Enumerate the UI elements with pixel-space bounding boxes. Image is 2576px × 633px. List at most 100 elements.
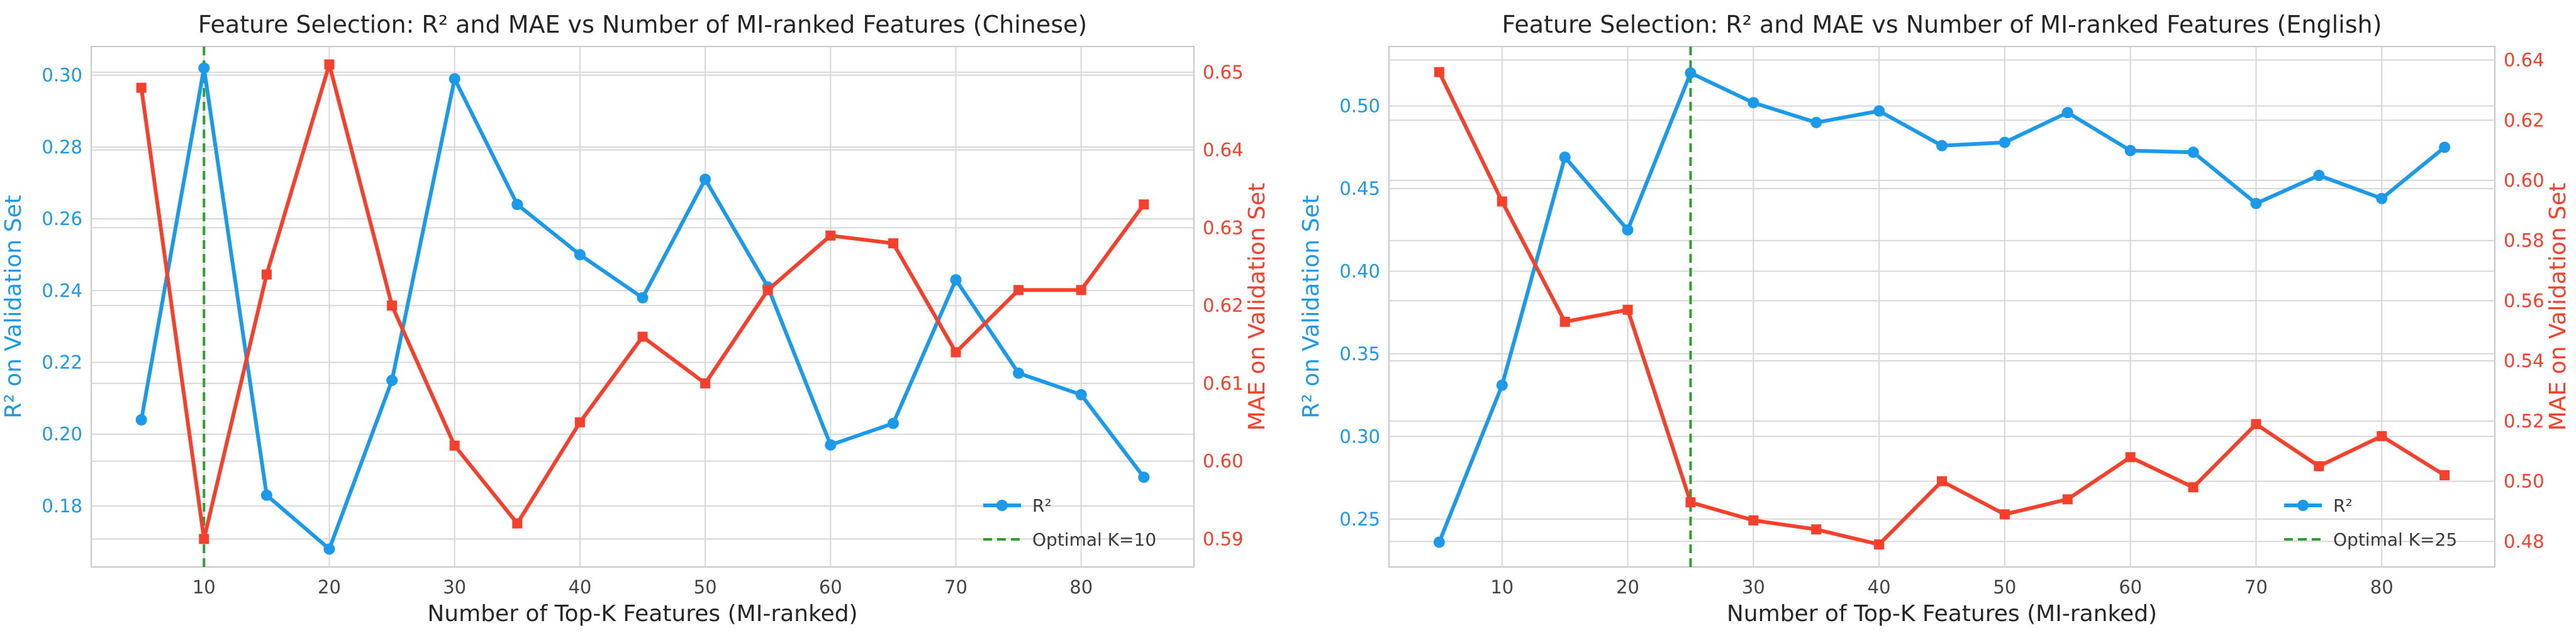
- legend-r2-marker: [996, 500, 1008, 511]
- y-tick-label-right: 0.62: [1203, 295, 1244, 316]
- mae-point: [825, 230, 836, 241]
- x-tick-label: 60: [2119, 576, 2142, 598]
- mae-point: [449, 440, 460, 451]
- y-tick-label-right: 0.60: [2504, 170, 2545, 191]
- mae-point: [1748, 515, 1759, 526]
- y-tick-label-right: 0.54: [2504, 350, 2545, 372]
- mae-point: [1139, 199, 1149, 210]
- r2-point: [2187, 146, 2199, 158]
- x-tick-label: 30: [1742, 576, 1765, 598]
- y-axis-label-left: R² on Validation Set: [1298, 195, 1324, 419]
- r2-point: [1622, 224, 1634, 236]
- chart-panel-1: 10 20 30 40 50 60 70 80 0.18 0.20 0.22 0.24 0.26 0.28…: [1, 11, 1270, 627]
- y-tick-label-right: 0.61: [1203, 373, 1244, 394]
- mae-point: [2188, 482, 2199, 493]
- r2-point: [2061, 107, 2073, 119]
- r2-point: [950, 274, 962, 286]
- chart-title: Feature Selection: R² and MAE vs Number …: [198, 11, 1088, 38]
- r2-point: [2124, 145, 2136, 157]
- mae-point: [512, 518, 523, 529]
- r2-point: [135, 414, 147, 426]
- r2-point: [1138, 471, 1150, 483]
- x-tick-label: 10: [192, 576, 216, 598]
- mae-point: [1559, 316, 1570, 327]
- x-tick-label: 10: [1490, 576, 1514, 598]
- x-axis-label: Number of Top-K Features (MI-ranked): [427, 601, 857, 627]
- r2-point: [1013, 367, 1025, 379]
- y-tick-label-left: 0.30: [1339, 426, 1380, 447]
- x-tick-label: 70: [2244, 576, 2268, 598]
- r2-point: [2250, 197, 2262, 209]
- chart-title: Feature Selection: R² and MAE vs Number …: [1502, 11, 2382, 38]
- r2-point: [1433, 536, 1445, 548]
- r2-point: [2313, 170, 2325, 182]
- y-tick-label-right: 0.60: [1203, 451, 1244, 472]
- y-tick-label-right: 0.63: [1203, 217, 1244, 238]
- mae-point: [1497, 196, 1507, 207]
- plot-area: [91, 46, 1195, 568]
- r2-point: [637, 292, 649, 304]
- y-tick-label-left: 0.18: [42, 495, 82, 517]
- mae-point: [1013, 285, 1024, 295]
- mae-point: [2377, 431, 2387, 441]
- mae-point: [2314, 461, 2324, 471]
- r2-point: [574, 249, 586, 261]
- x-tick-label: 50: [694, 576, 717, 598]
- mae-point: [2251, 419, 2261, 429]
- y-tick-label-right: 0.58: [2504, 230, 2545, 251]
- y-tick-label-left: 0.20: [42, 424, 82, 445]
- mae-point: [1685, 497, 1696, 508]
- r2-point: [1999, 136, 2010, 148]
- y-axis-label-right: MAE on Validation Set: [1244, 183, 1270, 431]
- x-tick-label: 40: [568, 576, 591, 598]
- mae-point: [637, 331, 648, 342]
- legend-entry-optimal: Optimal K=10: [1032, 529, 1156, 550]
- r2-point: [386, 375, 398, 387]
- mae-point: [199, 534, 209, 544]
- y-tick-label-left: 0.30: [42, 65, 82, 86]
- y-tick-label-left: 0.25: [1339, 509, 1380, 530]
- r2-point: [511, 199, 523, 211]
- y-axis-label-left: R² on Validation Set: [1, 195, 26, 419]
- mae-point: [888, 238, 898, 249]
- y-tick-label-right: 0.56: [2504, 290, 2545, 311]
- r2-point: [323, 543, 335, 555]
- mae-point: [261, 269, 272, 280]
- y-tick-label-left: 0.28: [42, 136, 82, 158]
- y-tick-label-right: 0.64: [2504, 50, 2545, 71]
- y-tick-label-right: 0.48: [2504, 531, 2545, 552]
- mae-point: [2062, 494, 2073, 505]
- x-tick-label: 80: [1069, 576, 1093, 598]
- legend: R² Optimal K=10: [983, 495, 1156, 550]
- y-tick-label-left: 0.22: [42, 352, 82, 373]
- x-tick-label: 60: [819, 576, 842, 598]
- r2-point: [2439, 141, 2451, 153]
- y-tick-label-left: 0.35: [1339, 343, 1380, 365]
- y-tick-label-left: 0.26: [42, 208, 82, 229]
- x-tick-label: 30: [443, 576, 466, 598]
- legend-r2-marker: [2297, 500, 2309, 511]
- r2-point: [1873, 105, 1885, 117]
- y-tick-label-left: 0.40: [1339, 260, 1380, 282]
- r2-point: [825, 439, 837, 451]
- r2-point: [260, 489, 272, 501]
- mae-point: [700, 378, 711, 388]
- r2-point: [1936, 140, 1948, 151]
- mae-point: [1937, 476, 1947, 487]
- mae-point: [2439, 470, 2450, 481]
- r2-point: [700, 173, 711, 185]
- y-tick-label-left: 0.45: [1339, 178, 1380, 199]
- r2-point: [449, 73, 460, 85]
- y-axis-label-right: MAE on Validation Set: [2545, 183, 2571, 431]
- r2-point: [198, 62, 210, 74]
- legend: R² Optimal K=25: [2284, 495, 2457, 550]
- mae-point: [1076, 285, 1086, 295]
- mae-point: [574, 417, 585, 427]
- r2-point: [887, 417, 899, 429]
- legend-entry-r2: R²: [2333, 495, 2353, 516]
- mae-point: [324, 59, 335, 70]
- mae-point: [2125, 452, 2136, 463]
- mae-point: [1622, 304, 1633, 315]
